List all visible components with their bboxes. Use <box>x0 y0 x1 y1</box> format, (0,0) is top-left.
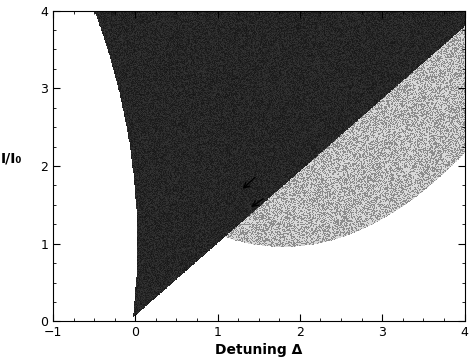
Y-axis label: I/I₀: I/I₀ <box>1 152 22 166</box>
X-axis label: Detuning Δ: Detuning Δ <box>215 343 302 358</box>
